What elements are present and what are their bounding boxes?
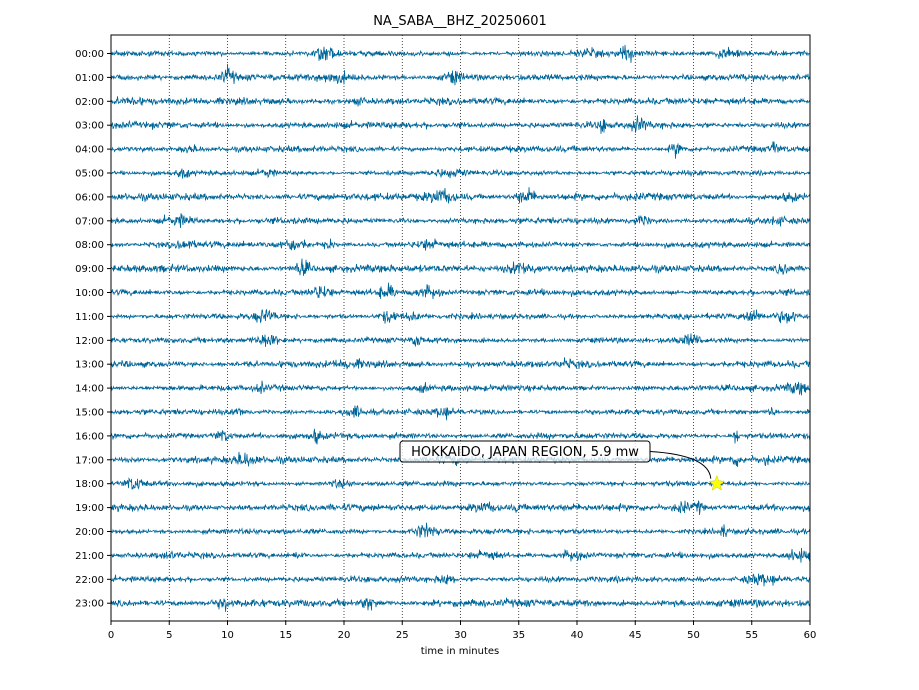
x-tick-label: 40 (571, 630, 584, 641)
y-tick-label: 03:00 (75, 121, 104, 132)
chart-title: NA_SABA__BHZ_20250601 (373, 14, 547, 29)
trace-0400 (110, 141, 811, 159)
trace-1100 (110, 309, 811, 324)
trace-2100 (110, 547, 811, 563)
trace-0800 (110, 238, 811, 251)
y-tick-label: 22:00 (75, 575, 104, 586)
y-tick-label: 00:00 (75, 49, 104, 60)
trace-0300 (110, 115, 811, 134)
y-tick-label: 16:00 (75, 431, 104, 442)
y-tick-label: 05:00 (75, 169, 104, 180)
y-tick-label: 10:00 (75, 288, 104, 299)
trace-0000 (110, 44, 811, 63)
y-tick-label: 19:00 (75, 503, 104, 514)
x-axis-label: time in minutes (421, 646, 500, 657)
y-tick-label: 23:00 (75, 599, 104, 610)
trace-1000 (110, 282, 811, 300)
y-tick-label: 08:00 (75, 240, 104, 251)
y-tick-label: 01:00 (75, 73, 104, 84)
y-tick-label: 20:00 (75, 527, 104, 538)
event-star-icon (708, 475, 726, 491)
y-tick-label: 15:00 (75, 408, 104, 419)
x-tick-label: 55 (745, 630, 758, 641)
trace-group (110, 44, 811, 612)
trace-1300 (110, 357, 811, 370)
y-tick-label: 09:00 (75, 264, 104, 275)
x-tick-label: 35 (512, 630, 525, 641)
trace-0600 (110, 187, 811, 204)
x-tick-label: 60 (804, 630, 817, 641)
y-tick-label: 11:00 (75, 312, 104, 323)
annotation-arrow (649, 451, 712, 479)
y-axis: 00:00 01:00 02:00 03:00 04:00 05:00 06:00 07:00… (75, 49, 111, 610)
x-tick-label: 25 (396, 630, 409, 641)
y-tick-label: 04:00 (75, 145, 104, 156)
trace-0700 (110, 213, 811, 229)
trace-1400 (110, 380, 811, 396)
x-tick-label: 20 (338, 630, 351, 641)
x-tick-label: 0 (108, 630, 114, 641)
x-tick-label: 30 (454, 630, 467, 641)
event-annotation: HOKKAIDO, JAPAN REGION, 5.9 mw (399, 440, 726, 491)
y-tick-label: 13:00 (75, 360, 104, 371)
x-tick-label: 50 (687, 630, 700, 641)
y-tick-label: 07:00 (75, 216, 104, 227)
y-tick-label: 17:00 (75, 455, 104, 466)
y-tick-label: 21:00 (75, 551, 104, 562)
x-tick-label: 15 (279, 630, 292, 641)
y-tick-label: 12:00 (75, 336, 104, 347)
y-tick-label: 14:00 (75, 384, 104, 395)
trace-0500 (110, 168, 811, 179)
trace-1200 (110, 333, 811, 348)
x-tick-label: 10 (221, 630, 234, 641)
trace-1500 (110, 405, 811, 421)
x-tick-label: 5 (166, 630, 172, 641)
trace-1600 (110, 428, 811, 445)
y-tick-label: 02:00 (75, 97, 104, 108)
x-tick-label: 45 (629, 630, 642, 641)
annotation-label: HOKKAIDO, JAPAN REGION, 5.9 mw (411, 445, 639, 460)
trace-2000 (110, 522, 811, 538)
x-axis: 0 5 10 15 20 25 30 35 40 45 50 55 60 (108, 621, 817, 641)
y-tick-label: 18:00 (75, 479, 104, 490)
annotation-box (399, 440, 651, 463)
trace-0900 (110, 258, 811, 276)
trace-2200 (110, 573, 811, 587)
trace-2300 (110, 597, 811, 612)
trace-1900 (110, 500, 811, 515)
trace-0100 (110, 63, 811, 86)
trace-1800 (110, 476, 811, 490)
y-tick-label: 06:00 (75, 192, 104, 203)
trace-0200 (110, 96, 811, 107)
